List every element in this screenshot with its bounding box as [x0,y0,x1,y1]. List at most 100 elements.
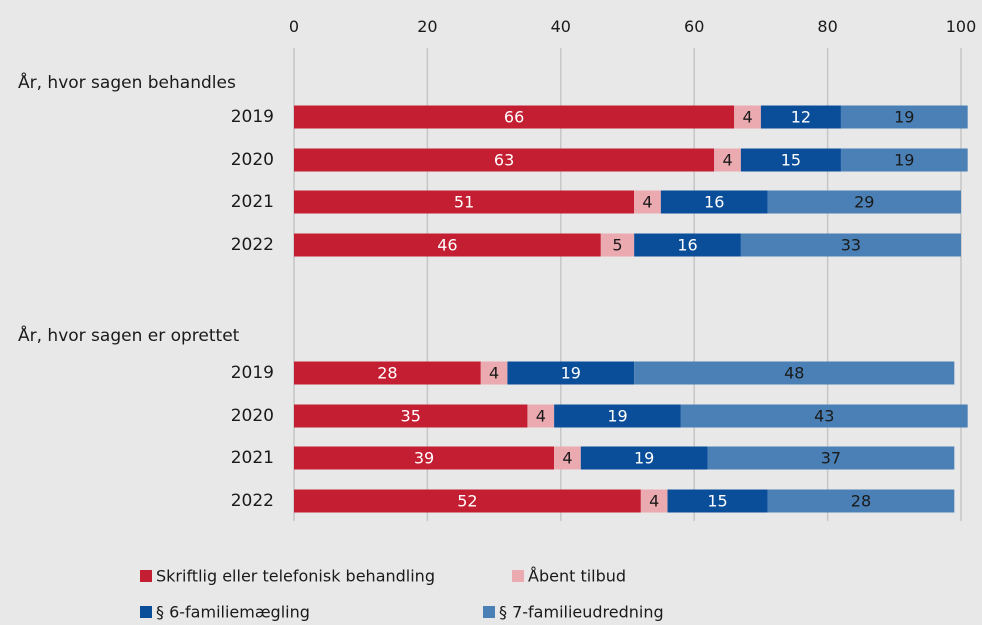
x-tick-label: 100 [946,17,977,36]
bar-segment [480,361,508,385]
data-label: 15 [781,151,801,170]
data-label: 5 [612,236,622,255]
bar-row: 2021 39 4 19 37 [231,446,955,470]
bar-row: 2019 66 4 12 19 [231,105,968,129]
bar-row: 2020 63 4 15 19 [231,148,968,172]
x-tick-label: 20 [417,17,437,36]
bar-segment [527,404,555,428]
data-label: 4 [489,364,499,383]
bar-segment [294,190,635,214]
bar-segment [740,233,961,257]
bar-segment [294,148,715,172]
data-label: 19 [561,364,581,383]
bar-segment [634,361,955,385]
data-label: 52 [457,492,477,511]
legend-item: § 7-familieudredning [483,603,664,622]
bar-segment [840,105,968,129]
data-label: 51 [454,193,474,212]
bar-group: År, hvor sagen behandles 2019 66 4 12 19 2020 6… [18,71,968,257]
data-label: 4 [562,449,572,468]
bar-segment [760,105,841,129]
legend-swatch [140,606,152,618]
category-label: 2021 [231,448,274,468]
bar-row: 2019 28 4 19 48 [231,361,955,385]
bar-groups: År, hvor sagen behandles 2019 66 4 12 19 2020 6… [18,71,968,513]
category-label: 2022 [231,491,274,511]
data-label: 43 [814,407,834,426]
bar-segment [294,361,481,385]
data-label: 16 [704,193,724,212]
bar-segment [634,233,741,257]
x-tick-label: 60 [684,17,704,36]
bar-segment [714,148,741,172]
bar-segment [294,489,641,513]
x-tick-label: 0 [289,17,299,36]
category-label: 2020 [231,150,274,170]
legend-label: Åbent tilbud [528,567,626,586]
data-label: 4 [536,407,546,426]
x-tick-label: 80 [817,17,837,36]
data-label: 19 [634,449,654,468]
data-label: 66 [504,108,524,127]
bar-segment [660,190,768,214]
bar-row: 2022 52 4 15 28 [231,489,955,513]
bar-segment [740,148,841,172]
bar-row: 2021 51 4 16 29 [231,190,961,214]
bar-segment [767,489,955,513]
data-label: 63 [494,151,514,170]
bar-segment [294,105,735,129]
legend-label: § 7-familieudredning [499,603,664,622]
legend-swatch [140,570,152,582]
data-label: 12 [791,108,811,127]
legend-swatch [512,570,524,582]
bar-segment [580,446,708,470]
data-label: 4 [742,108,752,127]
data-label: 46 [437,236,457,255]
data-label: 28 [377,364,397,383]
data-label: 15 [707,492,727,511]
category-label: 2020 [231,406,274,426]
bar-segment [707,446,955,470]
data-label: 35 [401,407,421,426]
group-label: År, hvor sagen er oprettet [18,324,240,346]
data-label: 19 [894,151,914,170]
bar-segment [634,190,661,214]
category-label: 2019 [231,107,274,127]
data-label: 19 [894,108,914,127]
bar-segment [554,446,581,470]
data-label: 19 [607,407,627,426]
legend-item: § 6-familiemægling [140,603,310,622]
bar-segment [294,404,528,428]
bar-segment [600,233,635,257]
bar-segment [667,489,768,513]
data-label: 48 [784,364,804,383]
legend-item: Åbent tilbud [512,567,626,586]
legend-label: § 6-familiemægling [156,603,310,622]
data-label: 28 [851,492,871,511]
data-label: 16 [677,236,697,255]
bar-row: 2022 46 5 16 33 [231,233,961,257]
bar-segment [767,190,961,214]
group-label: År, hvor sagen behandles [18,71,236,93]
bar-segment [680,404,968,428]
data-label: 4 [722,151,732,170]
x-axis-ticks: 0 20 40 60 80 100 [289,17,976,36]
category-label: 2021 [231,192,274,212]
bar-group: År, hvor sagen er oprettet 2019 28 4 19 48 202… [18,324,968,513]
data-label: 29 [854,193,874,212]
data-label: 4 [642,193,652,212]
bar-segment [640,489,668,513]
legend-swatch [483,606,495,618]
category-label: 2022 [231,235,274,255]
data-label: 4 [649,492,659,511]
bar-segment [294,446,555,470]
x-tick-label: 40 [551,17,571,36]
bar-segment [734,105,761,129]
legend-item: Skriftlig eller telefonisk behandling [140,567,435,586]
bar-row: 2020 35 4 19 43 [231,404,968,428]
bar-segment [554,404,681,428]
legend-label: Skriftlig eller telefonisk behandling [156,567,435,586]
data-label: 39 [414,449,434,468]
data-label: 33 [841,236,861,255]
